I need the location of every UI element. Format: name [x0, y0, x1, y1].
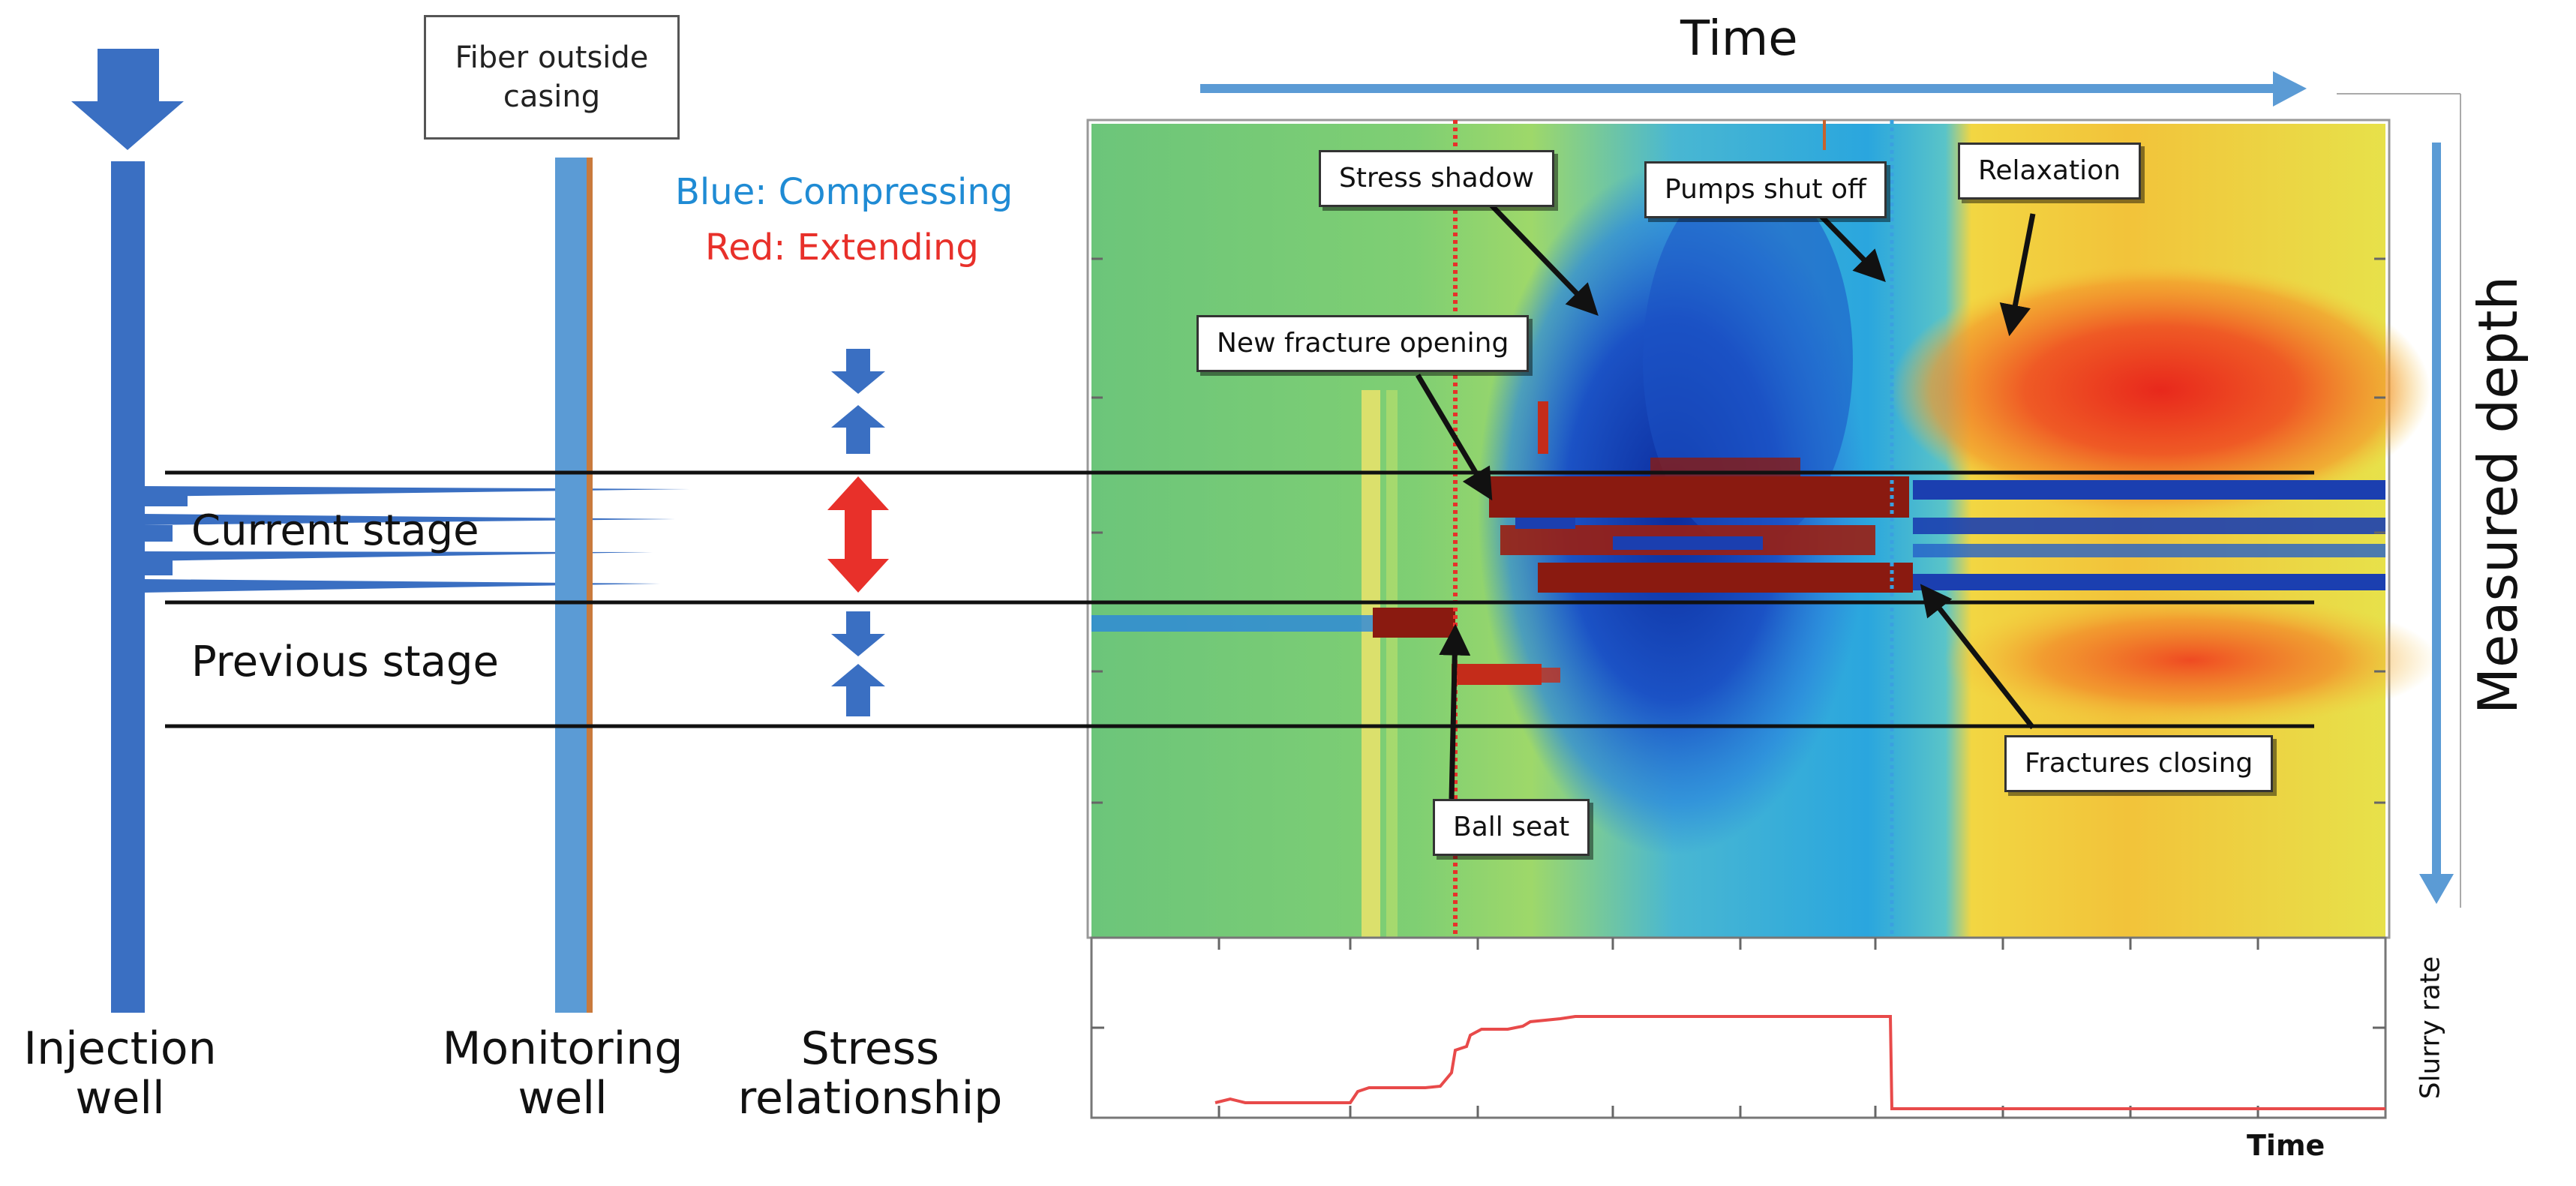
time-top-label: Time	[1680, 11, 1798, 67]
stress-arrows	[827, 349, 889, 716]
monitoring-well-label: Monitoring well	[442, 1022, 683, 1124]
legend-blue: Blue: Compressing	[675, 171, 1013, 213]
callout-relaxation: Relaxation	[1958, 143, 2141, 200]
injection-down-arrow-icon	[71, 49, 184, 150]
extend-double-arrow-icon	[827, 476, 889, 593]
slurry-rate-label: Slurry rate	[2415, 956, 2446, 1100]
callout-new-fracture-opening: New fracture opening	[1196, 315, 1530, 372]
monitoring-well	[555, 158, 593, 1013]
injection-well-label: Injection well	[23, 1022, 217, 1124]
stage-lines	[165, 470, 2314, 728]
compress-arrow-up-icon	[831, 405, 885, 454]
compress-arrow-down-icon-2	[831, 611, 885, 656]
current-stage-label: Current stage	[191, 506, 479, 555]
legend-red: Red: Extending	[705, 227, 979, 269]
stress-relationship-label: Stress relationship	[737, 1022, 1003, 1124]
compress-arrow-down-icon	[831, 349, 885, 394]
fiber-box-text: Fiber outside casing	[455, 41, 649, 114]
compress-arrow-up-icon-2	[831, 664, 885, 716]
slurry-rate-panel	[1090, 936, 2387, 1119]
callout-fractures-closing: Fractures closing	[2004, 735, 2274, 792]
previous-stage-label: Previous stage	[191, 638, 499, 686]
callout-pointers	[1415, 193, 2036, 800]
fiber-line	[587, 158, 593, 1013]
time-bottom-label: Time	[2247, 1129, 2325, 1162]
injection-well	[71, 49, 690, 1013]
fiber-outside-casing-box: Fiber outside casing	[424, 15, 680, 140]
callout-stress-shadow: Stress shadow	[1319, 150, 1555, 207]
callout-ball-seat: Ball seat	[1433, 799, 1590, 856]
measured-depth-label: Measured depth	[2466, 275, 2529, 715]
depth-arrow	[2419, 143, 2454, 904]
time-arrow	[1200, 71, 2461, 908]
callout-pumps-shut-off: Pumps shut off	[1644, 161, 1887, 218]
